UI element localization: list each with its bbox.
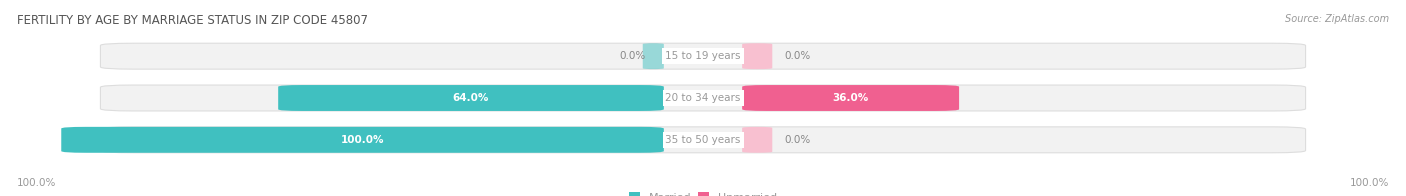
Text: 0.0%: 0.0%: [785, 51, 811, 61]
Text: 100.0%: 100.0%: [1350, 178, 1389, 188]
FancyBboxPatch shape: [742, 85, 959, 111]
Text: 35 to 50 years: 35 to 50 years: [665, 135, 741, 145]
FancyBboxPatch shape: [742, 127, 772, 153]
Text: 20 to 34 years: 20 to 34 years: [665, 93, 741, 103]
Text: Source: ZipAtlas.com: Source: ZipAtlas.com: [1285, 14, 1389, 24]
Text: 15 to 19 years: 15 to 19 years: [665, 51, 741, 61]
Text: 36.0%: 36.0%: [832, 93, 869, 103]
Text: 0.0%: 0.0%: [620, 51, 645, 61]
FancyBboxPatch shape: [100, 85, 1306, 111]
Text: 100.0%: 100.0%: [340, 135, 384, 145]
FancyBboxPatch shape: [643, 43, 664, 69]
FancyBboxPatch shape: [62, 127, 664, 153]
FancyBboxPatch shape: [278, 85, 664, 111]
FancyBboxPatch shape: [100, 127, 1306, 153]
Text: 100.0%: 100.0%: [17, 178, 56, 188]
Legend: Married, Unmarried: Married, Unmarried: [628, 192, 778, 196]
Text: FERTILITY BY AGE BY MARRIAGE STATUS IN ZIP CODE 45807: FERTILITY BY AGE BY MARRIAGE STATUS IN Z…: [17, 14, 368, 27]
Text: 0.0%: 0.0%: [785, 135, 811, 145]
FancyBboxPatch shape: [742, 43, 772, 69]
FancyBboxPatch shape: [100, 43, 1306, 69]
Text: 64.0%: 64.0%: [453, 93, 489, 103]
